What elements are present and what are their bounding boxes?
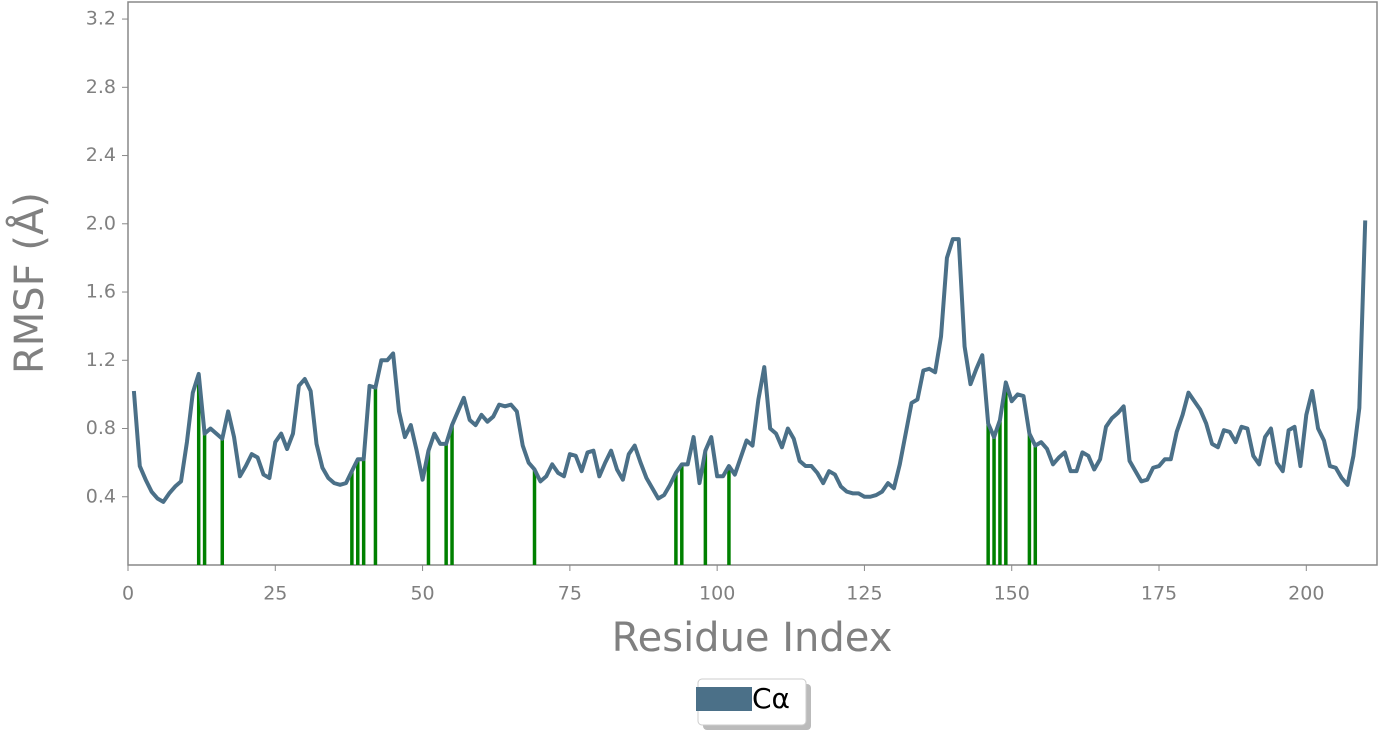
y-tick-label: 2.0 xyxy=(86,212,116,234)
x-tick-label: 125 xyxy=(846,583,882,605)
y-axis-label: RMSF (Å) xyxy=(5,192,53,374)
y-tick-label: 1.6 xyxy=(86,281,116,303)
x-tick-label: 25 xyxy=(263,583,287,605)
x-tick-label: 50 xyxy=(410,583,434,605)
y-tick-label: 1.2 xyxy=(86,349,116,371)
legend: Cα xyxy=(696,678,811,730)
x-tick-label: 150 xyxy=(994,583,1030,605)
x-tick-label: 175 xyxy=(1141,583,1177,605)
x-tick-label: 75 xyxy=(558,583,582,605)
x-axis-label: Residue Index xyxy=(612,615,893,661)
y-tick-label: 2.8 xyxy=(86,76,116,98)
legend-swatch xyxy=(696,687,752,711)
x-tick-label: 0 xyxy=(122,583,134,605)
y-tick-label: 2.4 xyxy=(86,144,116,166)
x-tick-label: 100 xyxy=(699,583,735,605)
legend-label: Cα xyxy=(752,682,790,715)
x-tick-label: 200 xyxy=(1288,583,1324,605)
y-tick-label: 0.8 xyxy=(86,417,116,439)
y-tick-label: 3.2 xyxy=(86,8,116,30)
y-tick-label: 0.4 xyxy=(86,485,116,507)
plot-frame xyxy=(127,1,1378,566)
rmsf-line xyxy=(131,220,1368,504)
